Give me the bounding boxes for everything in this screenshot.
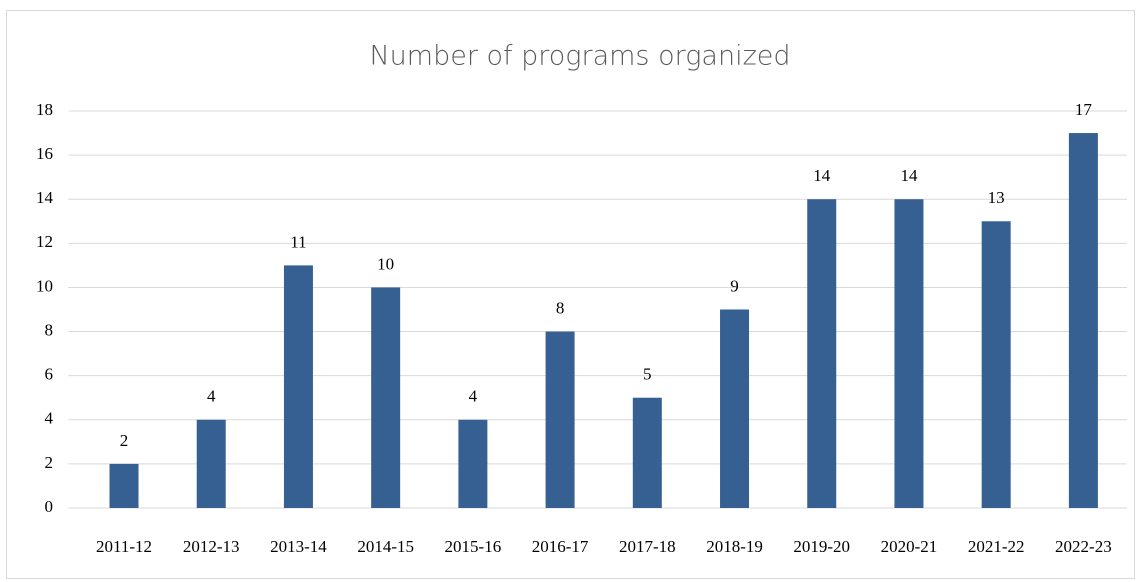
x-tick-label: 2020-21: [881, 537, 938, 556]
data-label: 5: [643, 365, 652, 384]
data-label: 14: [900, 166, 918, 185]
y-tick-label: 4: [45, 409, 54, 428]
bar: [458, 419, 488, 508]
data-label: 4: [207, 387, 216, 406]
bar: [894, 199, 924, 508]
x-tick-label: 2012-13: [183, 537, 240, 556]
bar: [720, 309, 750, 508]
y-tick-label: 0: [45, 497, 54, 516]
data-label: 10: [377, 254, 394, 273]
data-label: 14: [813, 166, 831, 185]
bar: [981, 221, 1011, 508]
x-tick-label: 2021-22: [968, 537, 1025, 556]
y-tick-label: 6: [45, 365, 54, 384]
bar: [371, 287, 401, 508]
bar: [196, 419, 226, 508]
bar: [109, 463, 139, 508]
y-tick-label: 18: [36, 100, 53, 119]
x-tick-label: 2018-19: [706, 537, 763, 556]
data-label: 8: [556, 298, 565, 317]
y-tick-label: 16: [36, 144, 53, 163]
chart-title: Number of programs organized: [369, 41, 790, 72]
x-tick-label: 2011-12: [96, 537, 152, 556]
x-tick-label: 2017-18: [619, 537, 676, 556]
x-tick-label: 2013-14: [270, 537, 327, 556]
bar: [1068, 133, 1098, 509]
y-tick-label: 8: [45, 320, 54, 339]
x-tick-label: 2014-15: [357, 537, 414, 556]
data-label: 9: [730, 276, 739, 295]
y-tick-label: 10: [36, 276, 53, 295]
bar: [807, 199, 837, 508]
x-tick-label: 2022-23: [1055, 537, 1112, 556]
data-label: 13: [988, 188, 1005, 207]
data-label: 11: [290, 232, 306, 251]
x-tick-label: 2015-16: [445, 537, 502, 556]
y-tick-label: 2: [45, 453, 54, 472]
x-tick-label: 2016-17: [532, 537, 589, 556]
bar: [632, 397, 662, 508]
x-tick-label: 2019-20: [793, 537, 850, 556]
bar: [545, 331, 575, 508]
bar: [283, 265, 313, 508]
data-label: 17: [1075, 100, 1093, 119]
data-label: 4: [469, 387, 478, 406]
data-label: 2: [120, 431, 129, 450]
y-tick-label: 14: [36, 188, 54, 207]
y-tick-label: 12: [36, 232, 53, 251]
